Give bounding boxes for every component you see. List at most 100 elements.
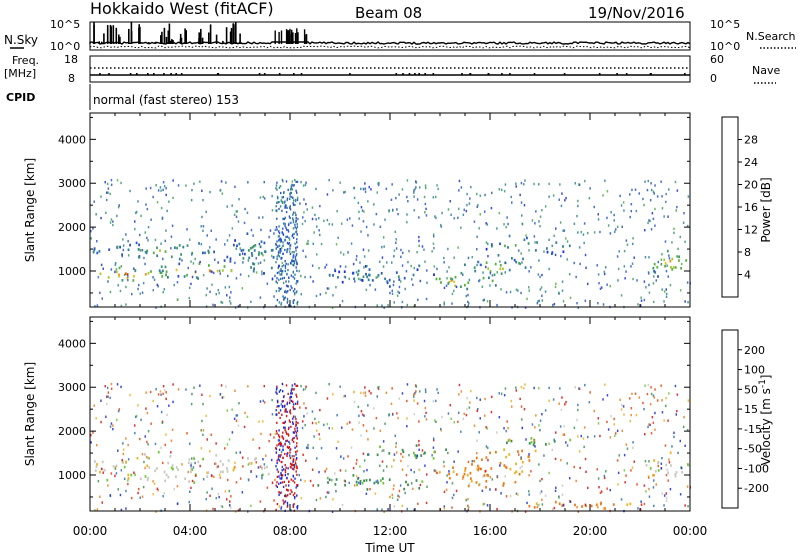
power-streak-cell: [294, 226, 296, 229]
vel-noise-cell: [562, 504, 565, 507]
power-streak-cell: [282, 227, 284, 230]
vel-streak-cell: [282, 431, 284, 434]
power-streak-cell: [295, 220, 297, 223]
power-noise-cell: [677, 247, 679, 251]
power-noise-cell: [653, 300, 655, 304]
power-noise-cell: [496, 271, 498, 274]
power-noise-cell: [435, 216, 437, 220]
power-streak-cell: [286, 300, 289, 303]
vel-noise-cell: [424, 406, 427, 410]
power-noise-cell: [296, 245, 299, 249]
power-noise-cell: [107, 191, 109, 194]
vel-cell: [415, 444, 418, 447]
x-tick-labels: 00:00 04:00 08:00 12:00 16:00 20:00 00:00: [73, 524, 708, 538]
vel-noise-cell: [243, 425, 246, 429]
vel-streak-cell: [295, 384, 297, 387]
power-cell: [202, 251, 204, 255]
vel-noise-cell: [319, 408, 321, 412]
power-noise-cell: [667, 275, 669, 278]
vel-streak-cell: [276, 387, 278, 390]
vel-noise-cell: [326, 491, 329, 494]
power-cell: [412, 273, 415, 277]
power-streak-cell: [296, 303, 299, 306]
power-noise-cell: [226, 205, 228, 208]
vel-noise-cell: [309, 479, 312, 483]
vel-noise-cell: [600, 490, 603, 493]
power-noise-cell: [107, 280, 109, 283]
vel-noise-cell: [261, 474, 263, 477]
freq-dot: [650, 73, 652, 75]
power-noise-cell: [300, 180, 302, 184]
vel-noise-cell: [406, 417, 408, 420]
vel-noise-cell: [117, 410, 120, 413]
vel-noise-cell: [289, 454, 291, 457]
vel-noise-cell: [460, 390, 463, 393]
power-noise-cell: [395, 196, 397, 200]
vel-cell: [388, 478, 391, 481]
power-streak-cell: [282, 201, 284, 204]
power-noise-cell: [281, 261, 284, 265]
vel-streak-cell: [283, 405, 286, 408]
vel-noise-cell: [173, 487, 175, 491]
freq-dot: [563, 73, 566, 75]
power-noise-cell: [446, 277, 448, 280]
power-streak-cell: [295, 254, 298, 257]
power-noise-cell: [263, 197, 266, 200]
power-noise-cell: [616, 225, 619, 228]
vel-cell: [248, 462, 251, 465]
power-cell: [676, 255, 679, 258]
freq-tick-top: 18: [64, 53, 78, 66]
power-streak-cell: [278, 235, 280, 238]
power-noise-cell: [127, 239, 129, 243]
power-noise-cell: [384, 218, 386, 221]
power-cell: [257, 253, 260, 256]
power-noise-cell: [539, 275, 541, 279]
vel-cell: [407, 483, 409, 487]
vel-noise-cell: [391, 413, 394, 416]
vel-noise-cell: [605, 470, 607, 473]
power-noise-cell: [144, 231, 146, 234]
vel-streak-cell: [294, 407, 296, 411]
power-streak-cell: [292, 218, 294, 221]
power-noise-cell: [227, 274, 229, 278]
vel-streak-cell: [288, 426, 290, 429]
vel-noise-cell: [647, 475, 650, 478]
vel-noise-cell: [100, 467, 103, 471]
power-cell: [453, 280, 456, 284]
power-noise-cell: [131, 292, 133, 296]
power-streak-cell: [285, 211, 288, 214]
vel-noise-cell: [481, 489, 484, 492]
power-noise-cell: [199, 260, 201, 264]
vel-noise-cell: [640, 503, 643, 506]
power-streak-cell: [285, 228, 288, 231]
vel-cell: [403, 487, 406, 491]
freq-dot: [395, 73, 398, 75]
power-noise-cell: [467, 304, 469, 307]
vel-noise-cell: [436, 388, 438, 391]
nave-tick-top: 60: [710, 53, 724, 66]
power-streak-cell: [276, 217, 278, 220]
vel-streak-cell: [292, 474, 294, 477]
vel-noise-cell: [335, 490, 337, 493]
vel-cell: [464, 469, 466, 473]
power-noise-cell: [425, 186, 427, 190]
power-streak-cell: [284, 296, 287, 299]
vel-noise-cell: [648, 460, 650, 463]
vel-noise-cell: [468, 482, 471, 486]
vel-noise-cell: [379, 464, 381, 467]
vel-cell: [382, 481, 385, 485]
vel-streak-cell: [292, 440, 295, 443]
power-noise-cell: [440, 223, 442, 227]
freq-dot: [598, 73, 601, 75]
power-noise-cell: [477, 260, 480, 264]
power-cell: [208, 264, 210, 267]
power-noise-cell: [319, 233, 321, 237]
vel-noise-cell: [377, 386, 379, 389]
power-cell: [132, 279, 135, 282]
vel-streak-cell: [297, 421, 299, 425]
power-streak-cell: [282, 252, 284, 255]
vel-streak-cell: [292, 505, 295, 508]
vel-noise-cell: [306, 446, 308, 449]
power-noise-cell: [484, 210, 486, 213]
power-noise-cell: [307, 239, 309, 243]
